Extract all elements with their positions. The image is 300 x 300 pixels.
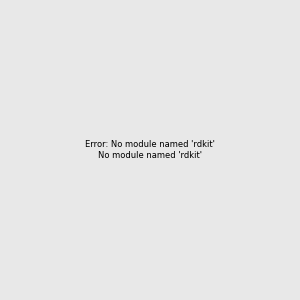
Text: Error: No module named 'rdkit'
No module named 'rdkit': Error: No module named 'rdkit' No module… [85, 140, 215, 160]
